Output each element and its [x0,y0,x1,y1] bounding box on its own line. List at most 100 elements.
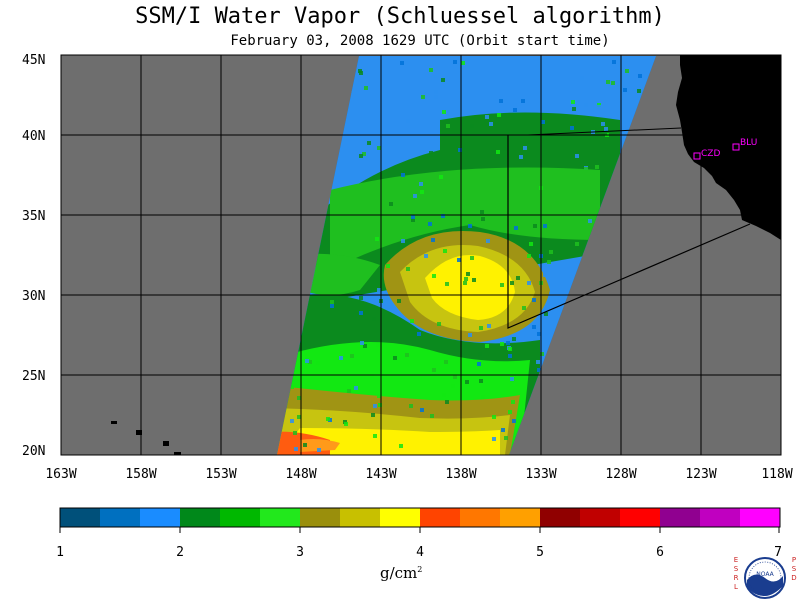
swath-pixel [331,190,335,194]
ship-track-line [527,127,682,136]
swath-pixel [434,90,438,94]
ship-track-line [507,135,751,329]
swath-pixel [376,343,380,347]
swath-pixel [305,359,309,363]
swath-pixel [409,404,413,408]
swath-pixel [537,332,541,336]
swath-pixel [417,332,421,336]
swath-pixel [297,415,301,419]
swath-pixel [386,264,390,268]
swath-pixel [424,254,428,258]
swath-pixel [555,201,559,205]
colorbar-swatch [140,508,181,527]
swath-pixel [411,215,415,219]
colorbar-swatch [260,508,301,527]
colorbar-unit: g/cm2 [380,564,422,582]
colorbar-swatch [740,508,781,527]
swath-pixel [479,326,483,330]
swath-pixel [330,304,334,308]
swath-pixel [497,113,501,117]
swath-pixel [290,385,294,389]
swath-pixel [489,122,493,126]
swath-pixel [584,167,588,171]
swath-band [330,167,600,270]
swath-pixel [527,281,531,285]
swath-pixel [606,80,610,84]
swath-pixel [529,242,533,246]
swath-pixel [378,403,382,407]
swath-pixel [492,437,496,441]
swath-pixel [413,194,417,198]
swath-pixel [429,68,433,72]
swath-pixel [334,189,338,193]
swath-pixel [453,60,457,64]
lat-label: 40N [22,129,45,144]
swath-pixel [570,126,574,130]
swath-pixel [597,105,601,109]
swath-pixel [543,273,547,277]
swath-pixel [429,151,433,155]
swath-pixel [499,99,503,103]
swath-pixel [463,281,467,285]
swath-pixel [405,353,409,357]
lat-label: 45N [22,53,45,68]
swath-pixel [419,228,423,232]
swath-pixel [486,239,490,243]
colorbar-tick-label: 3 [296,545,304,560]
swath-pixel [572,107,576,111]
swath-pixel [373,434,377,438]
swath-pixel [512,337,516,341]
swath-pixel [406,267,410,271]
lon-label: 148W [285,467,316,482]
swath-pixel [516,217,520,221]
swath-pixel [603,131,607,135]
lon-label: 143W [365,467,396,482]
swath-pixel [577,191,581,195]
swath-pixel [536,360,540,364]
swath-pixel [373,404,377,408]
swath-pixel [350,354,354,358]
latitude-labels: 45N 40N 35N 30N 25N 20N [22,53,45,459]
colorbar-swatch [540,508,581,527]
swath-pixel [580,76,584,80]
swath-pixel [512,419,516,423]
swath-pixel [360,341,364,345]
lon-label: 133W [525,467,556,482]
logo-letter: D [791,574,797,582]
swath-pixel [372,317,376,321]
swath-pixel [521,99,525,103]
swath-pixel [477,362,481,366]
noaa-logo: E S R L NOAA P S D [730,556,800,600]
swath-pixel [575,242,579,246]
swath-pixel [316,361,320,365]
colorbar-swatch [380,508,421,527]
swath-pixel [359,154,363,158]
swath-pixel [485,344,489,348]
colorbar-swatch [180,508,221,527]
swath-pixel [370,374,374,378]
swath-pixel [470,256,474,260]
swath-pixel [446,124,450,128]
swath-pixel [445,282,449,286]
swath-pixel [375,237,379,241]
swath-pixel [540,352,544,356]
swath-pixel [444,360,448,364]
lon-label: 118W [761,467,792,482]
colorbar-swatch [500,508,541,527]
california-landmass [676,55,781,240]
swath-pixel [443,249,447,253]
swath-pixel [508,354,512,358]
colorbar-tick-label: 2 [176,545,184,560]
colorbar-tick-label: 5 [536,545,544,560]
swath-pixel [543,224,547,228]
swath-pixel [339,356,343,360]
swath-pixel [405,212,409,216]
swath-pixel [437,322,441,326]
swath-pixel [506,341,510,345]
swath-pixel [492,415,496,419]
swath-pixel [457,258,461,262]
swath-pixel [389,202,393,206]
swath-pixel [419,182,423,186]
swath-pixel [625,69,629,73]
